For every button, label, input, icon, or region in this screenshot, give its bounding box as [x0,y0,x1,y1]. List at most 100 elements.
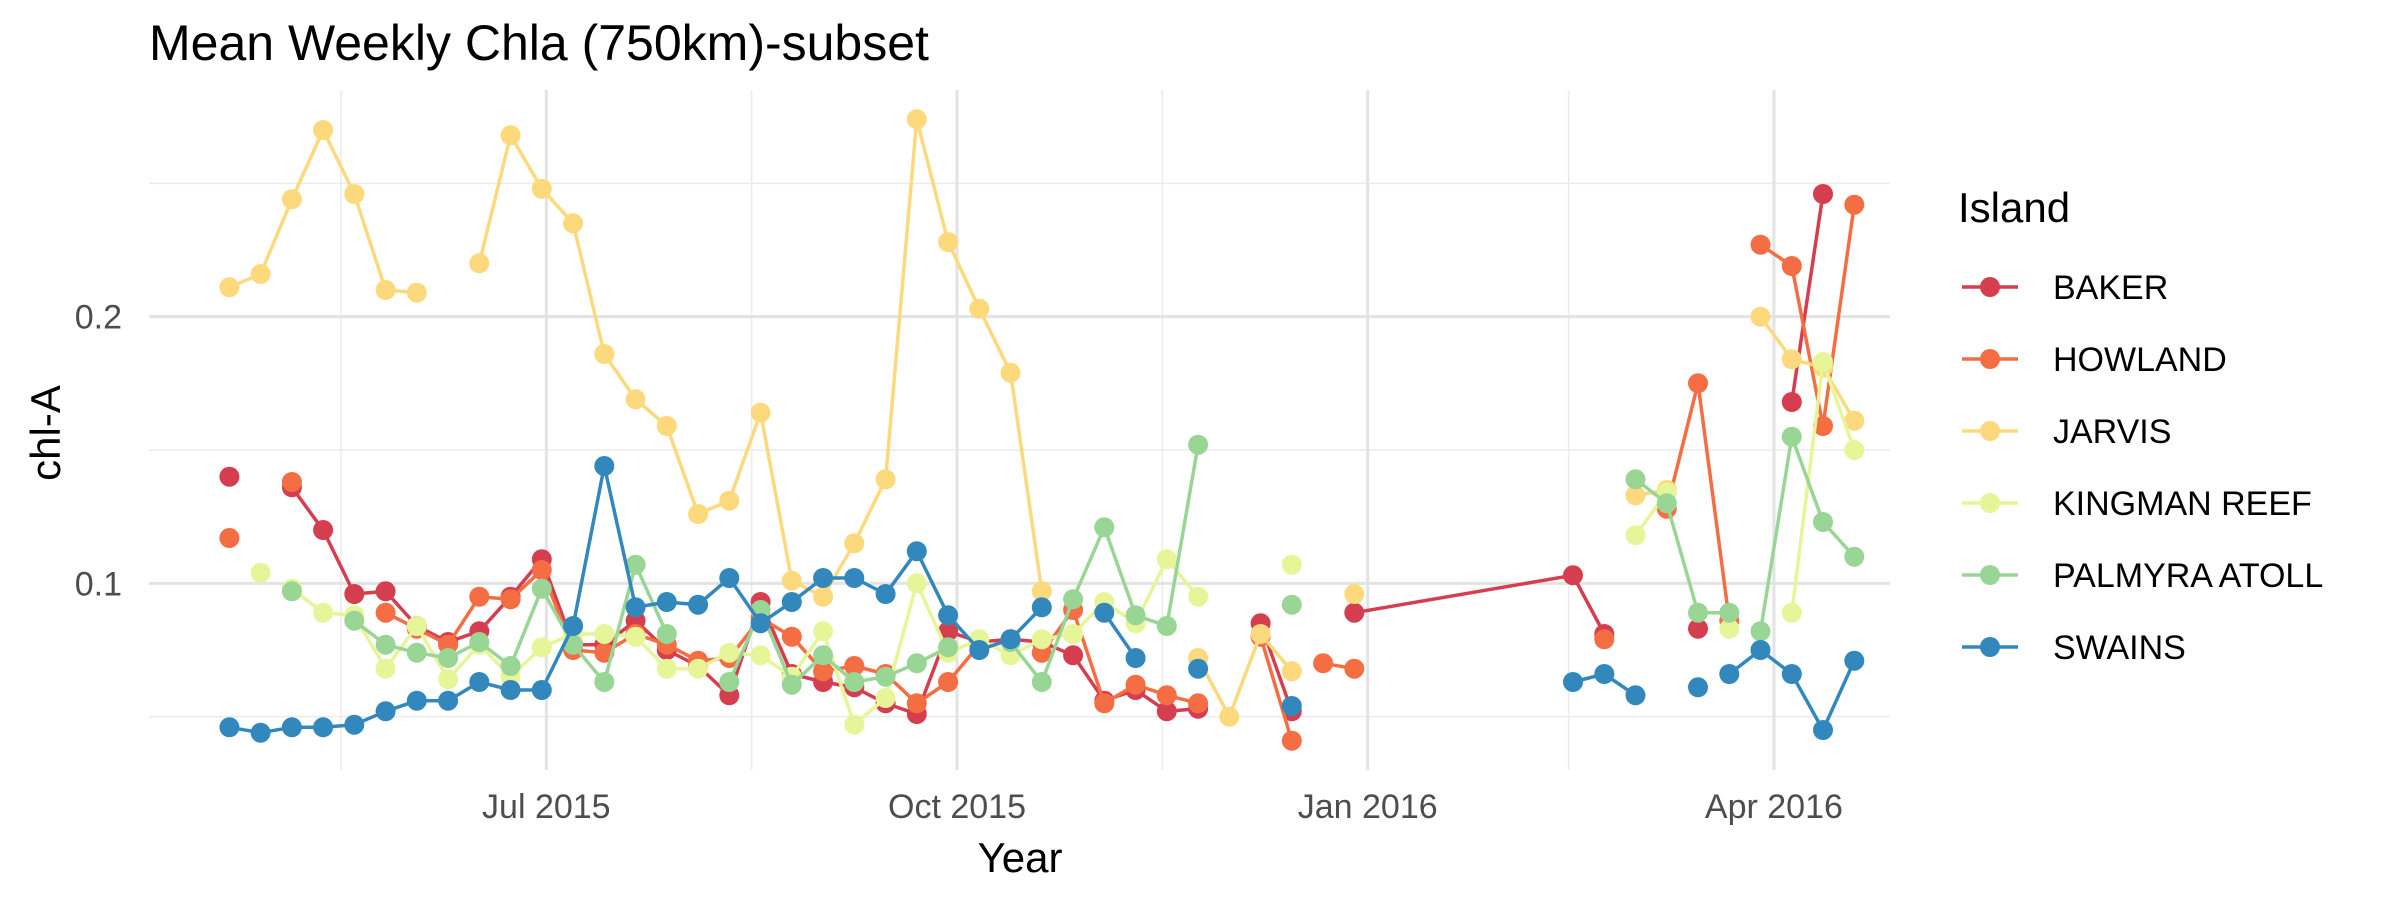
x-tick-label: Oct 2015 [888,788,1026,826]
legend-item-palmyra-atoll: PALMYRA ATOLL [1962,557,2323,595]
legend-swatch-point [1980,493,2000,513]
series-howland [219,194,1865,751]
data-point-howland [781,626,802,647]
data-point-howland [375,602,396,623]
data-point-howland [219,528,240,548]
data-point-palmyra-atoll [1156,616,1177,636]
data-point-palmyra-atoll [344,610,365,631]
data-point-howland [469,586,490,607]
data-point-palmyra-atoll [844,672,865,692]
data-point-swains [1031,597,1052,618]
data-point-palmyra-atoll [375,634,396,655]
data-point-swains [1563,672,1583,692]
data-point-swains [1188,658,1209,679]
data-point-howland [1813,416,1833,436]
data-point-baker [375,581,396,602]
data-point-kingman-reef [250,562,271,583]
data-point-kingman-reef [594,624,615,644]
series-line-jarvis [1196,632,1294,719]
data-point-jarvis [938,232,959,252]
data-point-jarvis [1625,485,1646,506]
data-point-palmyra-atoll [1719,602,1740,623]
data-point-howland [938,672,959,692]
data-point-howland [1313,653,1334,674]
series-baker [219,184,1833,724]
data-point-palmyra-atoll [1094,517,1115,538]
data-point-jarvis [719,490,740,511]
data-point-palmyra-atoll [1031,672,1052,692]
data-point-howland [1344,658,1365,679]
data-point-swains [1750,640,1771,660]
data-point-swains [531,680,552,700]
data-point-palmyra-atoll [531,578,552,599]
legend-label: BAKER [2053,269,2168,307]
data-point-kingman-reef [531,637,552,658]
data-point-kingman-reef [844,714,865,735]
data-point-swains [813,568,834,588]
data-point-kingman-reef [1719,618,1740,639]
data-point-palmyra-atoll [1625,469,1646,490]
data-point-jarvis [1844,410,1865,431]
data-point-palmyra-atoll [406,642,427,663]
data-point-jarvis [1750,306,1771,327]
data-point-palmyra-atoll [1188,434,1209,455]
data-point-jarvis [469,253,490,274]
legend-item-jarvis: JARVIS [1962,413,2171,451]
data-point-swains [750,613,771,634]
data-point-swains [938,605,959,626]
data-point-swains [313,717,334,738]
data-point-swains [1594,664,1615,684]
data-point-palmyra-atoll [500,656,521,676]
legend-label: HOWLAND [2053,341,2227,379]
series-line-palmyra-atoll [1758,434,1856,632]
data-point-palmyra-atoll [1781,426,1802,447]
data-point-kingman-reef [906,573,927,594]
data-point-palmyra-atoll [906,653,927,674]
series-line-swains [1728,648,1856,732]
data-point-baker [1063,645,1084,666]
chart-title: Mean Weekly Chla (750km)-subset [149,15,929,71]
data-point-palmyra-atoll [1125,605,1146,626]
series-line-palmyra-atoll [1634,477,1730,615]
legend-item-baker: BAKER [1962,269,2168,307]
data-point-kingman-reef [656,658,677,679]
data-point-howland [1844,194,1865,215]
data-point-palmyra-atoll [719,672,740,692]
data-point-jarvis [250,264,271,284]
data-point-howland [500,589,521,610]
data-point-kingman-reef [1281,554,1302,575]
data-point-jarvis [906,109,927,130]
data-point-swains [719,568,740,588]
data-point-howland [1688,373,1708,394]
data-point-kingman-reef [1156,549,1177,570]
data-point-kingman-reef [375,658,396,679]
data-point-palmyra-atoll [656,624,677,644]
data-point-swains [1094,602,1115,623]
data-point-swains [438,690,459,711]
data-point-howland [1281,730,1302,751]
data-point-swains [1844,650,1865,671]
data-point-swains [1625,685,1646,706]
data-point-howland [844,656,865,676]
data-point-swains [500,680,521,700]
data-point-howland [906,693,927,714]
legend-swatch-point [1980,277,2000,297]
legend-swatch-point [1980,349,2000,369]
data-point-swains [1281,696,1302,716]
data-point-howland [1750,234,1771,255]
data-point-jarvis [563,213,584,234]
data-point-howland [1781,256,1802,276]
data-point-palmyra-atoll [1063,589,1084,610]
data-point-kingman-reef [1031,629,1052,650]
data-point-jarvis [750,402,771,423]
data-point-swains [469,672,490,692]
data-point-kingman-reef [750,645,771,666]
data-point-jarvis [1031,581,1052,602]
data-point-howland [1094,693,1115,714]
data-point-baker [219,466,240,487]
data-point-palmyra-atoll [1844,546,1865,567]
data-point-swains [375,701,396,722]
y-tick-label: 0.2 [75,299,122,337]
